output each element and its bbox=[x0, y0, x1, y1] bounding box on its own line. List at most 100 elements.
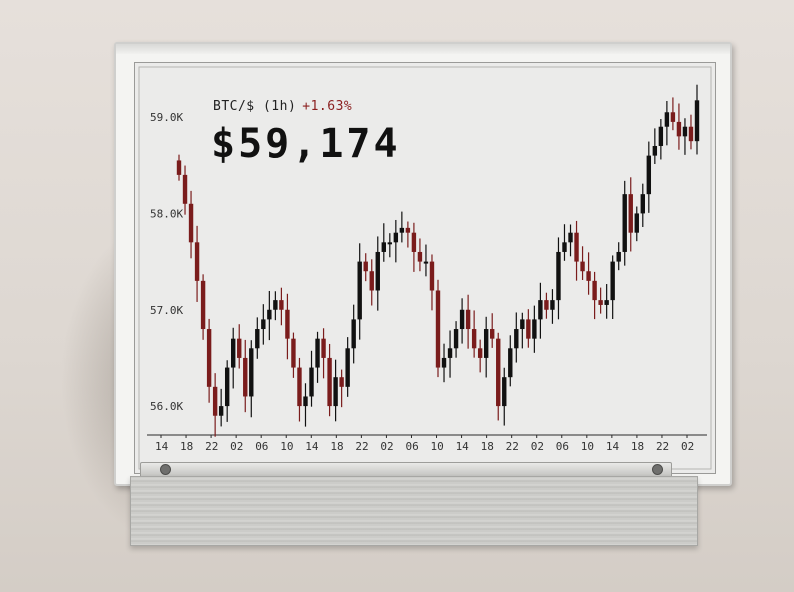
candle-body bbox=[598, 300, 603, 305]
x-tick-label: 22 bbox=[355, 440, 368, 453]
x-tick-label: 18 bbox=[481, 440, 494, 453]
x-tick-label: 10 bbox=[280, 440, 293, 453]
x-tick-label: 22 bbox=[205, 440, 218, 453]
candle-body bbox=[453, 329, 459, 349]
aluminium-stand bbox=[130, 476, 698, 546]
candle-body bbox=[622, 194, 627, 252]
candle-body bbox=[526, 319, 531, 339]
x-tick-label: 06 bbox=[556, 440, 569, 453]
x-tick-label: 02 bbox=[681, 440, 694, 453]
candle-body bbox=[483, 329, 489, 358]
candle-body bbox=[459, 309, 465, 330]
candle-body bbox=[363, 261, 368, 272]
candle-body bbox=[399, 227, 405, 233]
candle-body bbox=[411, 232, 417, 252]
candle-body bbox=[562, 242, 567, 252]
candle-body bbox=[586, 271, 591, 281]
candle-body bbox=[670, 112, 676, 122]
candle-body bbox=[502, 377, 507, 407]
x-tick-label: 22 bbox=[506, 440, 519, 453]
ticker-header: BTC/$ (1h) +1.63% bbox=[213, 99, 352, 114]
candle-body bbox=[604, 300, 609, 305]
x-tick-label: 10 bbox=[431, 440, 444, 453]
x-tick-label: 18 bbox=[330, 440, 343, 453]
candle-body bbox=[243, 357, 248, 397]
x-tick-label: 14 bbox=[606, 440, 620, 453]
candle-body bbox=[273, 300, 278, 310]
y-tick-label: 58.0K bbox=[150, 207, 183, 220]
x-tick-label: 06 bbox=[255, 440, 268, 453]
candle-body bbox=[285, 309, 290, 339]
candle-body bbox=[182, 174, 188, 204]
candle-body bbox=[508, 348, 513, 378]
candle-body bbox=[333, 377, 338, 407]
candle-body bbox=[309, 367, 314, 397]
x-tick-label: 14 bbox=[155, 440, 169, 453]
candle-body bbox=[339, 377, 344, 387]
candle-body bbox=[640, 194, 645, 214]
candle-body bbox=[321, 338, 326, 358]
candle-body bbox=[556, 251, 561, 301]
candle-body bbox=[532, 319, 537, 339]
candle-body bbox=[357, 261, 362, 320]
candle-body bbox=[255, 329, 260, 349]
candle-body bbox=[610, 261, 615, 301]
candle-body bbox=[261, 319, 266, 330]
candle-body bbox=[628, 194, 633, 233]
candle-body bbox=[664, 112, 670, 127]
candle-body bbox=[224, 367, 230, 407]
candle-body bbox=[218, 406, 224, 416]
candle-body bbox=[646, 155, 652, 195]
e-ink-display-frame: 59.0K 58.0K 57.0K 56.0K 14 18 22 02 06 10 14 18 22 02… bbox=[114, 42, 732, 486]
candle-body bbox=[200, 280, 206, 330]
candle-body bbox=[291, 338, 296, 368]
ticker-pair: BTC/$ (1h) bbox=[213, 99, 297, 114]
candle-body bbox=[381, 242, 386, 252]
y-tick-label: 56.0K bbox=[150, 400, 183, 413]
candle-body bbox=[393, 232, 399, 243]
candle-body bbox=[465, 309, 471, 330]
current-price: $59,174 bbox=[211, 121, 401, 167]
candle-body bbox=[682, 126, 688, 137]
x-tick-label: 02 bbox=[230, 440, 243, 453]
candle-body bbox=[327, 357, 332, 407]
frame-top-edge bbox=[116, 44, 730, 54]
candle-body bbox=[237, 338, 242, 358]
x-tick-label: 18 bbox=[180, 440, 193, 453]
candle-body bbox=[423, 261, 429, 264]
candle-body bbox=[315, 338, 320, 368]
candle-body bbox=[375, 251, 380, 291]
x-tick-label: 14 bbox=[305, 440, 319, 453]
candle-body bbox=[441, 357, 447, 368]
candle-body bbox=[616, 251, 621, 262]
candle-body bbox=[435, 290, 441, 368]
candle-body bbox=[429, 261, 435, 291]
candle-body bbox=[471, 329, 477, 349]
candle-body bbox=[188, 203, 194, 243]
x-tick-label: 02 bbox=[380, 440, 393, 453]
candle-body bbox=[477, 348, 483, 358]
candle-body bbox=[351, 319, 356, 349]
candle-body bbox=[676, 121, 682, 137]
x-tick-label: 14 bbox=[456, 440, 470, 453]
candle-body bbox=[544, 300, 549, 310]
screw-left bbox=[160, 464, 171, 475]
candle-body bbox=[206, 329, 212, 387]
candle-body bbox=[297, 367, 302, 407]
x-tick-label: 22 bbox=[656, 440, 669, 453]
candle-body bbox=[538, 300, 543, 320]
e-ink-screen: 59.0K 58.0K 57.0K 56.0K 14 18 22 02 06 10 14 18 22 02… bbox=[134, 62, 716, 474]
candle-body bbox=[694, 100, 700, 142]
candle-body bbox=[652, 145, 658, 156]
x-tick-label: 18 bbox=[631, 440, 644, 453]
candle-body bbox=[490, 329, 495, 339]
candle-body bbox=[496, 338, 501, 407]
y-tick-label: 57.0K bbox=[150, 304, 183, 317]
candle-body bbox=[417, 251, 423, 262]
price-chart: 59.0K 58.0K 57.0K 56.0K 14 18 22 02 06 10 14 18 22 02… bbox=[138, 66, 712, 470]
candle-body bbox=[447, 348, 453, 358]
screw-right bbox=[652, 464, 663, 475]
x-tick-label: 06 bbox=[405, 440, 418, 453]
candle-body bbox=[387, 242, 393, 245]
candle-body bbox=[574, 232, 579, 262]
